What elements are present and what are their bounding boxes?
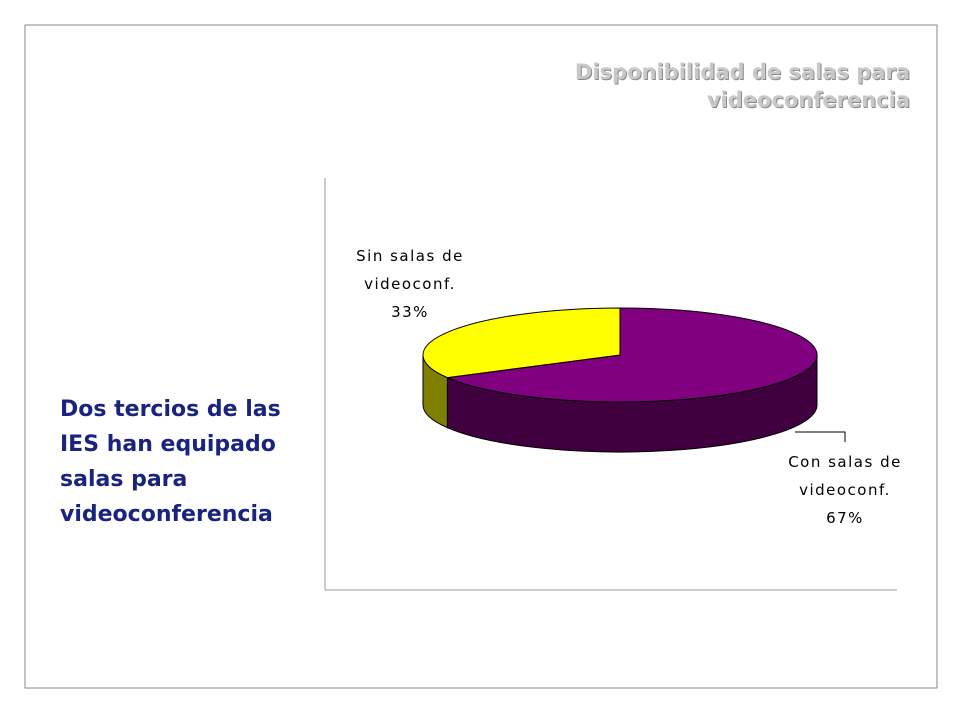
- pie: [422, 307, 818, 453]
- annotation: Dos tercios de las IES han equipado sala…: [60, 397, 281, 527]
- pie-slice: [422, 307, 621, 379]
- leader-line: [795, 431, 846, 442]
- chart-title: Disponibilidad de salas para videoconfer…: [574, 60, 910, 112]
- category-label: Sin salas de videoconf.: [356, 247, 464, 293]
- category-label: Con salas de videoconf.: [788, 453, 902, 499]
- slide-border: [24, 24, 938, 689]
- slice-label: Sin salas de videoconf. 33%: [325, 242, 495, 326]
- slice-label: Con salas de videoconf. 67%: [760, 448, 930, 532]
- value-label: 33%: [391, 303, 429, 321]
- value-label: 67%: [826, 509, 864, 527]
- pie-slice: [445, 307, 818, 403]
